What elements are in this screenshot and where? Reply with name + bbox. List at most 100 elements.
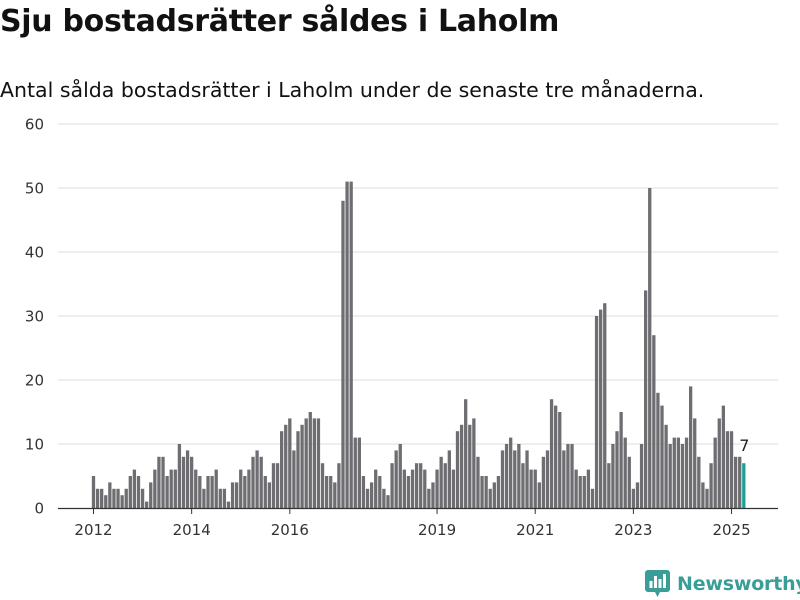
bar — [447, 450, 451, 508]
y-tick-label: 30 — [25, 308, 44, 326]
bar — [263, 476, 267, 508]
bar — [247, 469, 251, 508]
bar — [427, 488, 431, 508]
labels: 0 10 20 30 40 50 60 2012 2014 2016 2019 2021 2023 202… — [25, 116, 751, 540]
bar — [378, 476, 382, 508]
bar — [443, 463, 447, 508]
bar — [345, 181, 349, 508]
bar — [198, 476, 202, 508]
bar — [292, 450, 296, 508]
bar — [431, 482, 435, 508]
bar — [488, 488, 492, 508]
bar — [398, 444, 402, 508]
newsworthy-logo-icon — [645, 570, 670, 597]
bar — [222, 488, 227, 508]
bar — [558, 412, 562, 508]
bar — [492, 482, 496, 508]
bar — [455, 431, 460, 508]
bar — [435, 469, 439, 508]
bar — [120, 495, 124, 508]
x-tick-label: 2016 — [271, 521, 309, 539]
bar — [611, 444, 615, 508]
bar — [353, 437, 357, 508]
bar — [267, 482, 272, 508]
bar — [177, 444, 182, 508]
bar — [337, 463, 341, 508]
axes — [58, 507, 778, 514]
bar — [275, 463, 280, 508]
bar — [644, 290, 648, 508]
bar — [124, 488, 128, 508]
bar — [574, 469, 578, 508]
bar — [459, 424, 464, 508]
bar — [693, 418, 697, 508]
bar — [676, 437, 681, 508]
bar — [562, 450, 566, 508]
bar — [95, 488, 100, 508]
brand-name: Newsworthy — [677, 573, 800, 595]
bar — [566, 444, 570, 508]
bar — [480, 476, 484, 508]
bar — [136, 476, 141, 508]
bar — [599, 309, 603, 508]
bar — [603, 303, 607, 508]
bar — [627, 456, 631, 508]
bar — [631, 488, 636, 508]
bar — [202, 488, 206, 508]
bar — [386, 495, 390, 508]
bar — [116, 488, 120, 508]
bar — [500, 450, 505, 508]
y-tick-label: 0 — [34, 500, 44, 518]
bar — [717, 418, 721, 508]
bar — [390, 463, 394, 508]
bar — [472, 418, 476, 508]
bar — [652, 335, 656, 508]
bar — [582, 476, 586, 508]
bar — [615, 431, 619, 508]
bar — [190, 456, 194, 508]
bar — [684, 437, 689, 508]
bar — [590, 488, 595, 508]
bar — [639, 444, 644, 508]
bar — [554, 405, 558, 508]
last-value-label: 7 — [739, 436, 749, 455]
bar — [545, 450, 550, 508]
bar — [312, 418, 317, 508]
y-tick-label: 50 — [25, 180, 44, 198]
bar — [742, 463, 746, 508]
bar — [259, 456, 263, 508]
bar — [145, 501, 149, 508]
bar — [721, 405, 726, 508]
bar — [235, 482, 239, 508]
bar — [284, 424, 288, 508]
bar — [214, 469, 218, 508]
bar — [357, 437, 361, 508]
bar — [533, 469, 537, 508]
bar — [108, 482, 112, 508]
bar — [374, 469, 378, 508]
bar — [230, 482, 235, 508]
bar — [349, 181, 353, 508]
x-tick-label: 2021 — [516, 521, 554, 539]
bar — [185, 450, 190, 508]
bar — [279, 431, 284, 508]
bar — [132, 469, 137, 508]
bar — [664, 424, 668, 508]
bar — [324, 476, 329, 508]
bar — [218, 488, 222, 508]
bar — [439, 456, 443, 508]
bar — [709, 463, 713, 508]
bar — [513, 450, 517, 508]
bar — [660, 405, 664, 508]
bar — [394, 450, 398, 508]
bar — [586, 469, 591, 508]
bar — [112, 488, 116, 508]
bar — [194, 469, 198, 508]
bar — [451, 469, 456, 508]
bar — [161, 456, 165, 508]
y-tick-label: 60 — [25, 116, 44, 134]
bar — [521, 463, 525, 508]
bars — [91, 181, 746, 509]
bar — [423, 469, 427, 508]
bar — [271, 463, 276, 508]
